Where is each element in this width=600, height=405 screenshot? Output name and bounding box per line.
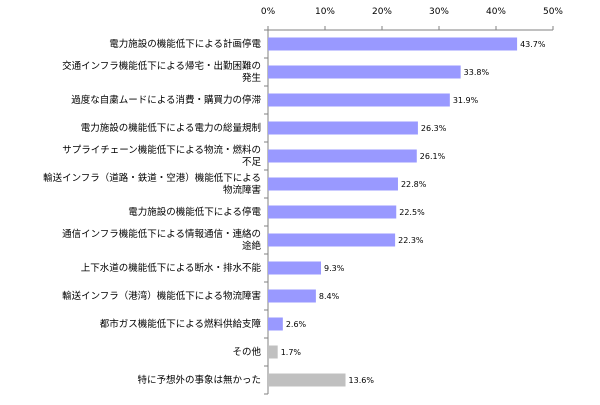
- bar: [268, 261, 322, 275]
- category-label: 過度な自粛ムードによる消費・購買力の停滞: [71, 94, 261, 106]
- x-tick-label: 20%: [372, 7, 392, 17]
- data-label: 1.7%: [281, 348, 302, 357]
- data-label: 33.8%: [464, 68, 490, 77]
- x-tick-label: 50%: [543, 7, 563, 17]
- data-label: 22.3%: [398, 236, 424, 245]
- category-label: その他: [232, 346, 261, 358]
- category-label-line: 途絶: [242, 240, 262, 252]
- category-label: 上下水道の機能低下による断水・排水不能: [81, 262, 262, 274]
- x-tick-label: 10%: [315, 7, 335, 17]
- category-label: 特に予想外の事象は無かった: [137, 374, 261, 386]
- bar: [268, 373, 346, 387]
- data-label: 22.8%: [401, 180, 427, 189]
- data-label: 22.5%: [399, 208, 425, 217]
- category-label-line: 交通インフラ機能低下による帰宅・出勤困難の: [62, 60, 261, 72]
- data-label: 13.6%: [349, 376, 375, 385]
- category-label: 電力施設の機能低下による停電: [128, 206, 261, 218]
- category-label-line: 電力施設の機能低下による停電: [128, 206, 261, 218]
- category-label-line: 不足: [242, 157, 262, 168]
- category-label: 通信インフラ機能低下による情報通信・連絡の途絶: [62, 228, 261, 252]
- bar: [268, 93, 450, 107]
- data-label: 31.9%: [453, 96, 479, 105]
- bar: [268, 65, 461, 79]
- bar: [268, 149, 417, 163]
- category-label-line: 発生: [242, 72, 262, 84]
- category-label: サプライチェーン機能低下による物流・燃料の不足: [62, 144, 261, 168]
- bar: [268, 233, 396, 247]
- bar: [268, 37, 518, 51]
- x-tick-label: 0%: [261, 7, 276, 17]
- category-label-line: 輸送インフラ（港湾）機能低下による物流障害: [62, 290, 261, 302]
- category-label-line: 特に予想外の事象は無かった: [137, 374, 261, 386]
- category-label: 交通インフラ機能低下による帰宅・出勤困難の発生: [62, 60, 261, 84]
- category-label-line: 輸送インフラ（道路・鉄道・空港）機能低下による: [43, 172, 261, 184]
- bar: [268, 289, 316, 303]
- category-label-line: 過度な自粛ムードによる消費・購買力の停滞: [71, 94, 261, 106]
- category-label-line: サプライチェーン機能低下による物流・燃料の: [62, 144, 261, 156]
- category-label-line: 電力施設の機能低下による電力の総量規制: [81, 122, 261, 134]
- bar: [268, 317, 283, 331]
- data-label: 2.6%: [286, 320, 307, 329]
- bar: [268, 121, 418, 135]
- data-label: 8.4%: [319, 292, 340, 301]
- bar: [268, 177, 398, 191]
- x-tick-label: 40%: [486, 7, 506, 17]
- category-label: 輸送インフラ（道路・鉄道・空港）機能低下による物流障害: [43, 172, 261, 196]
- category-label-line: 上下水道の機能低下による断水・排水不能: [81, 262, 262, 274]
- category-label: 都市ガス機能低下による燃料供給支障: [100, 318, 262, 330]
- data-label: 9.3%: [324, 264, 345, 273]
- category-label: 輸送インフラ（港湾）機能低下による物流障害: [62, 290, 261, 302]
- category-label: 電力施設の機能低下による計画停電: [109, 38, 261, 50]
- category-label-line: その他: [232, 346, 261, 358]
- category-label: 電力施設の機能低下による電力の総量規制: [81, 122, 261, 134]
- category-label-line: 都市ガス機能低下による燃料供給支障: [100, 318, 262, 330]
- bar: [268, 205, 397, 219]
- data-label: 26.1%: [420, 152, 446, 161]
- category-label-line: 電力施設の機能低下による計画停電: [109, 38, 261, 50]
- data-label: 43.7%: [520, 40, 546, 49]
- data-label: 26.3%: [421, 124, 447, 133]
- bar: [268, 345, 278, 359]
- category-label-line: 通信インフラ機能低下による情報通信・連絡の: [62, 228, 261, 240]
- category-label-line: 物流障害: [223, 184, 261, 196]
- x-tick-label: 30%: [429, 7, 449, 17]
